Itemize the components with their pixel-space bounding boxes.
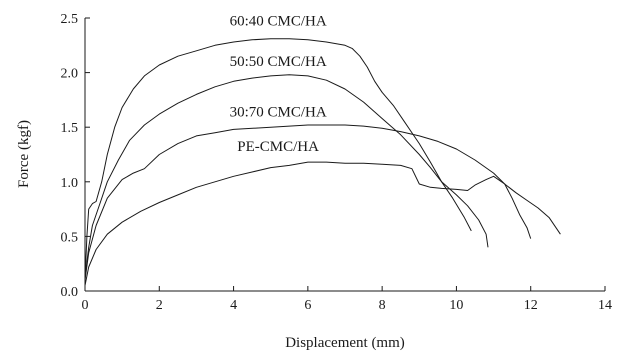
series-label-pe-cmc-ha: PE-CMC/HA (237, 139, 319, 155)
series-line-pe-cmc-ha (84, 161, 561, 286)
series-labels: 60:40 CMC/HA 50:50 CMC/HA 30:70 CMC/HA PE-C… (230, 14, 327, 156)
x-tick-label: 2 (156, 298, 163, 313)
x-tick-label: 10 (449, 298, 463, 313)
y-tick-label: 2.0 (61, 67, 79, 82)
series-line-60-40-cmc-ha (84, 38, 472, 281)
x-tick-label: 4 (230, 298, 237, 313)
x-axis-title: Displacement (mm) (285, 335, 405, 351)
y-tick-label: 0.0 (61, 285, 79, 300)
series-label-50-50-cmc-ha: 50:50 CMC/HA (230, 54, 327, 70)
series-line-50-50-cmc-ha (84, 74, 489, 278)
y-tick-label: 1.0 (61, 176, 79, 191)
x-tick-label: 8 (379, 298, 386, 313)
x-tick-label: 12 (524, 298, 538, 313)
x-tick-label: 0 (82, 298, 89, 313)
series-group (84, 38, 561, 286)
x-tick-label: 6 (304, 298, 311, 313)
y-axis-title: Force (kgf) (16, 120, 32, 188)
y-tick-label: 0.5 (61, 230, 79, 245)
series-label-30-70-cmc-ha: 30:70 CMC/HA (230, 104, 327, 120)
y-tick-label: 2.5 (61, 12, 79, 27)
x-tick-label: 14 (598, 298, 612, 313)
y-tick-label: 1.5 (61, 121, 79, 136)
series-label-60-40-cmc-ha: 60:40 CMC/HA (230, 14, 327, 30)
series-line-30-70-cmc-ha (84, 124, 532, 281)
y-axis-ticks: 0.0 0.5 1.0 1.5 2.0 2.5 (61, 12, 90, 300)
x-axis-ticks: 0 2 4 6 8 10 12 14 (82, 286, 612, 313)
